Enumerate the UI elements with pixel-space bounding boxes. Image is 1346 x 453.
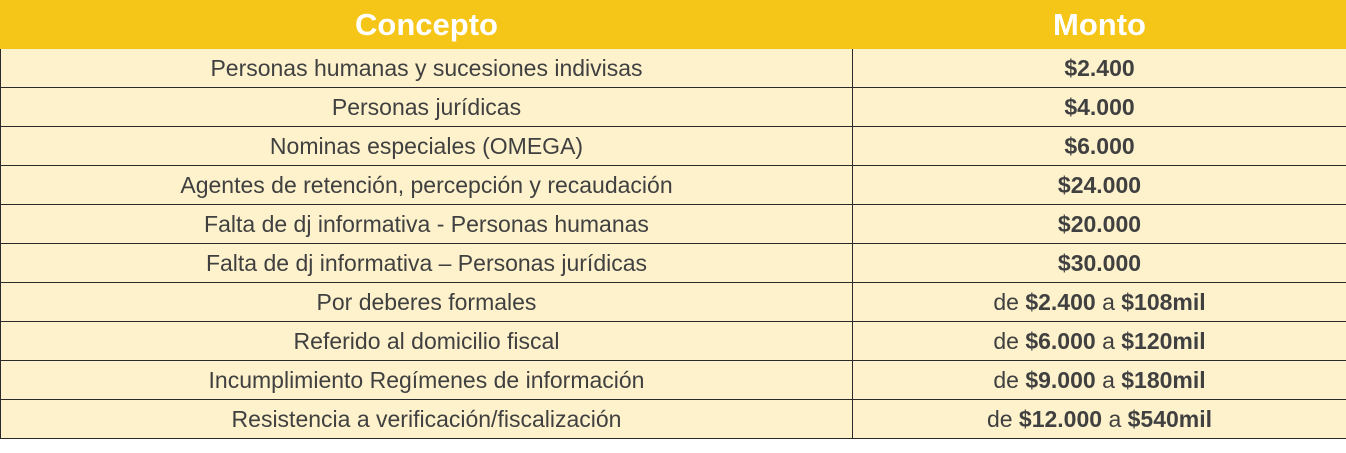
amount-value: $6.000 (1064, 132, 1135, 159)
amount-cell: $24.000 (852, 165, 1346, 205)
range-min: $12.000 (1018, 405, 1103, 432)
concept-cell: Incumplimiento Regímenes de información (0, 360, 853, 400)
amount-value: $4.000 (1064, 93, 1135, 120)
amount-value: $2.400 (1064, 54, 1135, 81)
amount-value: $20.000 (1057, 210, 1142, 237)
range-max: $540mil (1127, 405, 1213, 432)
range-sep: a (1102, 288, 1115, 315)
amount-cell: $30.000 (852, 243, 1346, 283)
table-row: Referido al domicilio fiscal de $6.000 a… (0, 321, 1346, 361)
header-row: Concepto Monto (0, 0, 1346, 49)
amount-range-cell: de $6.000 a $120mil (852, 321, 1346, 361)
table-row: Personas jurídicas $4.000 (0, 87, 1346, 127)
table-row: Incumplimiento Regímenes de información … (0, 360, 1346, 400)
amount-cell: $6.000 (852, 126, 1346, 166)
range-max: $108mil (1121, 288, 1206, 315)
fines-table: Concepto Monto Personas humanas y sucesi… (0, 0, 1346, 439)
concept-cell: Por deberes formales (0, 282, 853, 322)
concept-cell: Personas jurídicas (0, 87, 853, 127)
amount-cell: $4.000 (852, 87, 1346, 127)
table-row: Nominas especiales (OMEGA) $6.000 (0, 126, 1346, 166)
range-min: $6.000 (1025, 327, 1096, 354)
amount-value: $24.000 (1057, 171, 1142, 198)
table-row: Personas humanas y sucesiones indivisas … (0, 48, 1346, 88)
range-max: $180mil (1121, 366, 1206, 393)
concept-cell: Resistencia a verificación/fiscalización (0, 399, 853, 439)
range-sep: a (1108, 405, 1122, 432)
concept-cell: Nominas especiales (OMEGA) (0, 126, 853, 166)
concept-cell: Falta de dj informativa - Personas human… (0, 204, 853, 244)
range-prefix: de (986, 405, 1013, 432)
amount-cell: $20.000 (852, 204, 1346, 244)
header-amount: Monto (852, 0, 1346, 49)
range-prefix: de (993, 366, 1019, 393)
concept-cell: Referido al domicilio fiscal (0, 321, 853, 361)
amount-value: $30.000 (1057, 249, 1142, 276)
range-sep: a (1102, 366, 1115, 393)
range-min: $2.400 (1025, 288, 1096, 315)
concept-cell: Personas humanas y sucesiones indivisas (0, 48, 853, 88)
table-row: Falta de dj informativa – Personas juríd… (0, 243, 1346, 283)
range-min: $9.000 (1025, 366, 1096, 393)
amount-range-cell: de $2.400 a $108mil (852, 282, 1346, 322)
table-row: Por deberes formales de $2.400 a $108mil (0, 282, 1346, 322)
header-concept: Concepto (0, 0, 853, 49)
table-row: Falta de dj informativa - Personas human… (0, 204, 1346, 244)
range-prefix: de (993, 288, 1019, 315)
concept-cell: Agentes de retención, percepción y recau… (0, 165, 853, 205)
range-prefix: de (993, 327, 1019, 354)
amount-range-cell: de $9.000 a $180mil (852, 360, 1346, 400)
range-sep: a (1102, 327, 1115, 354)
table-row: Agentes de retención, percepción y recau… (0, 165, 1346, 205)
table-row: Resistencia a verificación/fiscalización… (0, 399, 1346, 439)
concept-cell: Falta de dj informativa – Personas juríd… (0, 243, 853, 283)
amount-range-cell: de $12.000 a $540mil (852, 399, 1346, 439)
amount-cell: $2.400 (852, 48, 1346, 88)
range-max: $120mil (1121, 327, 1206, 354)
